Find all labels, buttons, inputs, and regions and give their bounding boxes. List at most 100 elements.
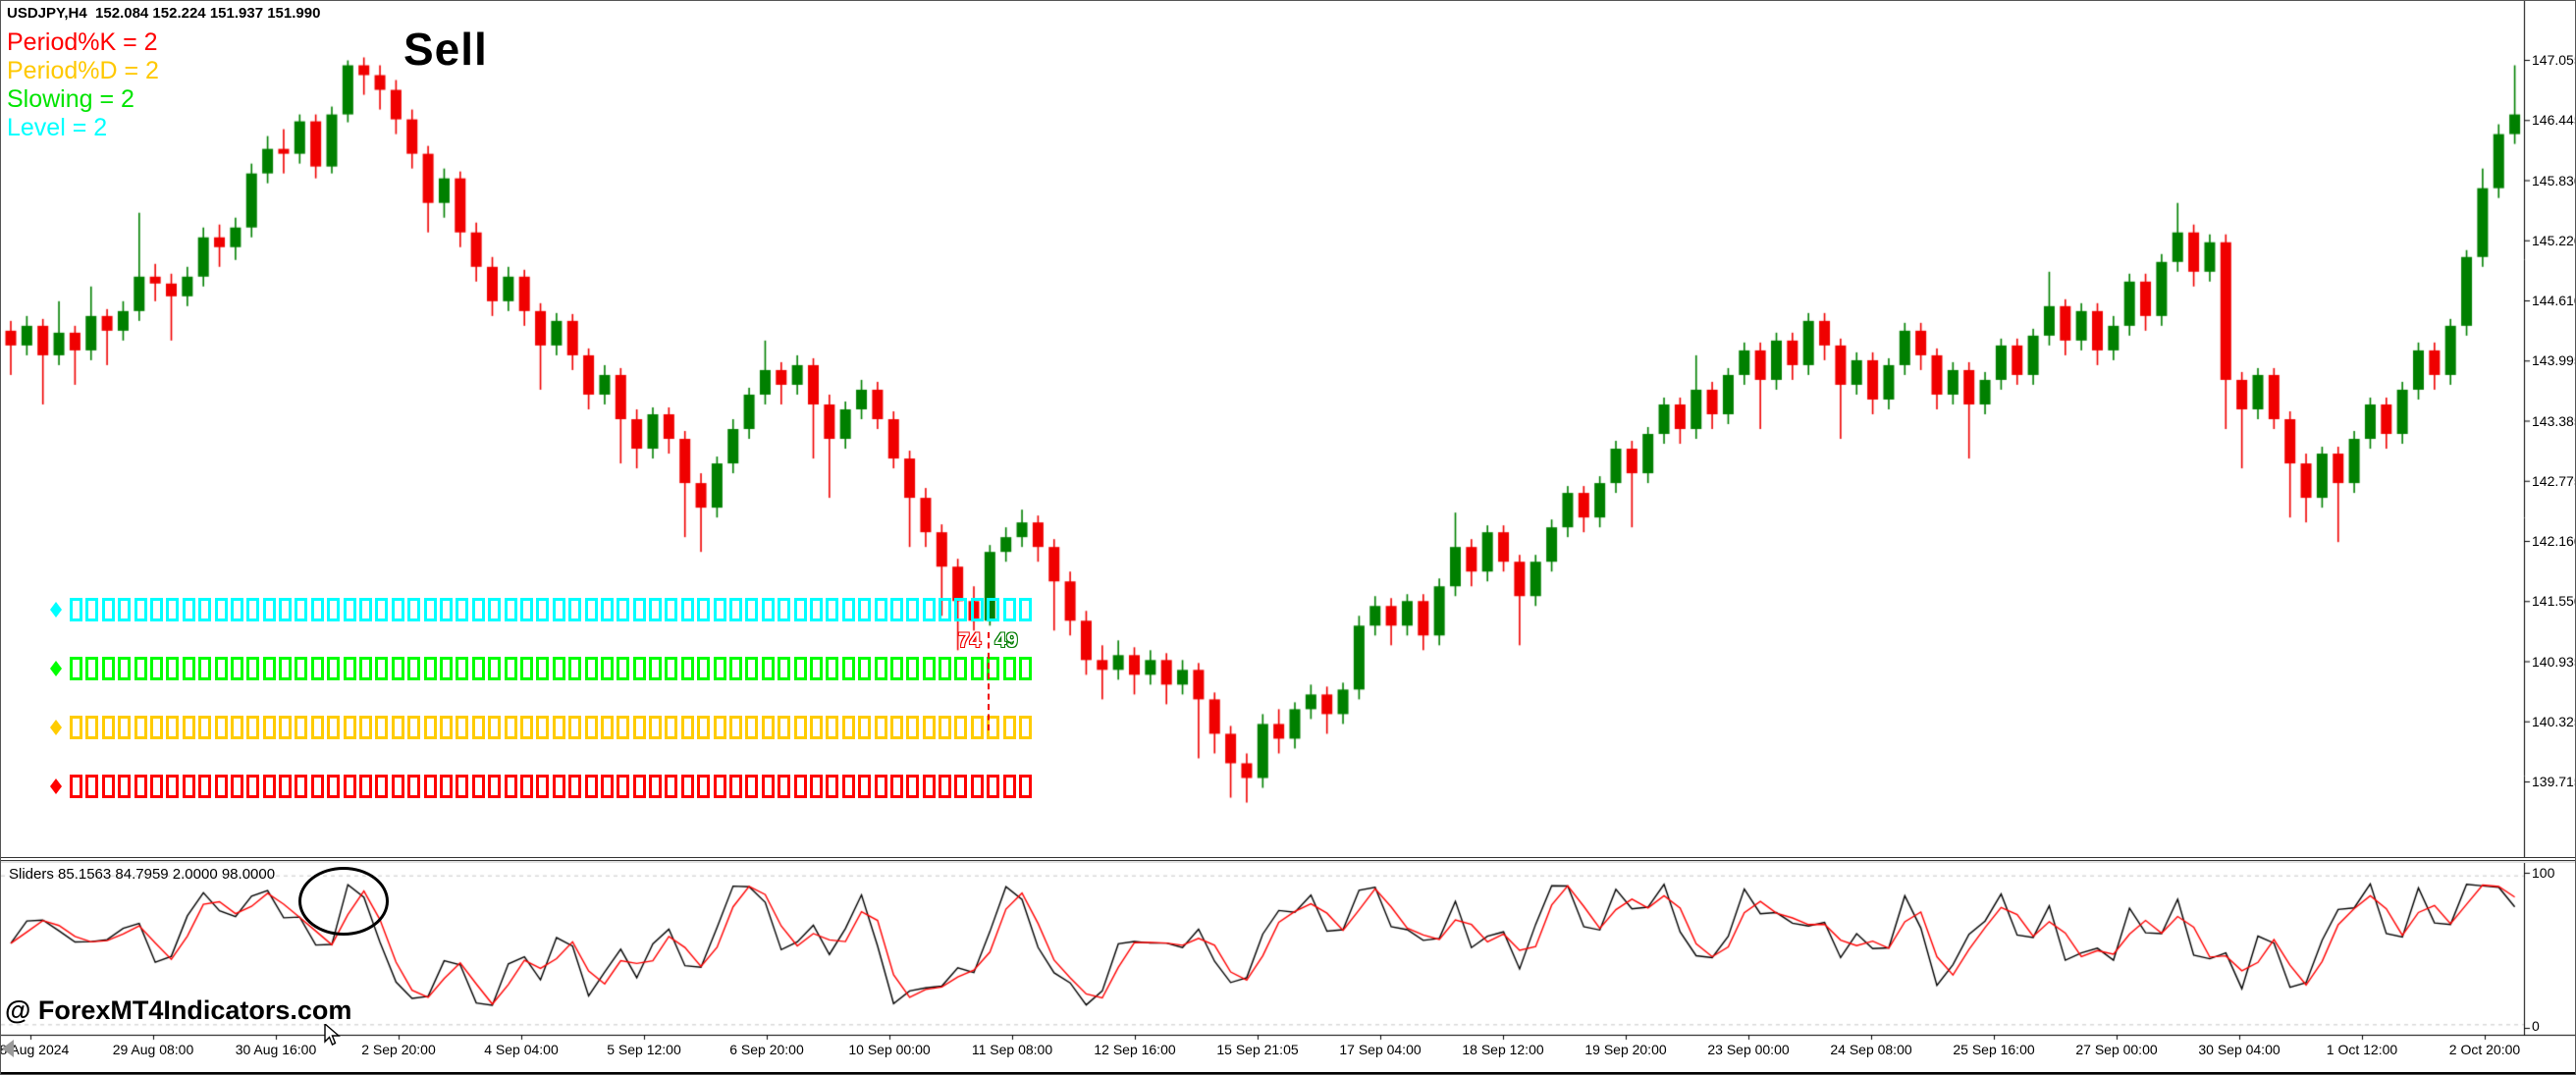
price-tick-label: 142.160 [2532,533,2575,549]
param-line-1: Period%D = 2 [7,57,159,84]
signal-box [680,716,694,739]
signal-box [680,775,694,798]
signal-box [149,657,163,680]
signal-box [198,775,212,798]
time-tick-label: 17 Sep 04:00 [1339,1042,1422,1057]
signal-box [841,657,855,680]
signal-box [922,775,936,798]
signal-box [504,716,517,739]
signal-box [456,716,469,739]
signal-box [954,657,968,680]
signal-box [327,775,341,798]
signal-box [729,716,743,739]
signal-box [391,657,404,680]
signal-box [85,716,99,739]
signal-box [246,598,260,621]
time-tick-label: 15 Sep 21:05 [1216,1042,1299,1057]
signal-box [310,657,324,680]
signal-box [809,657,823,680]
signal-box [375,657,389,680]
window-splitter[interactable] [1,857,2575,863]
signal-box [761,716,775,739]
axis-scroll-marker [2,1040,14,1057]
time-tick-label: 4 Sep 04:00 [484,1042,559,1057]
signal-box [826,716,839,739]
signal-box [600,598,614,621]
signal-box [118,598,132,621]
signal-box [584,775,598,798]
signal-box [1002,775,1016,798]
time-tick-label: 6 Sep 20:00 [729,1042,804,1057]
trade-price-marker: 74 49 [958,629,1018,653]
mouse-cursor-icon [324,1024,341,1046]
signal-box [649,598,663,621]
signal-box [826,598,839,621]
signal-box [375,716,389,739]
signal-box [149,598,163,621]
signal-box [488,775,502,798]
signal-box [279,598,293,621]
signal-box [536,716,550,739]
signal-box [391,775,404,798]
signal-box [359,716,373,739]
signal-box [166,657,180,680]
signal-box [713,598,726,621]
diamond-marker [50,602,62,618]
signal-box [182,598,195,621]
signal-box [874,657,887,680]
signal-box [665,657,678,680]
signal-box [456,657,469,680]
signal-box [439,716,453,739]
price-tick-label: 145.220 [2532,232,2575,248]
signal-box [697,775,711,798]
signal-box [70,598,82,621]
signal-box [1019,716,1033,739]
signal-box [295,657,308,680]
signal-box [359,598,373,621]
signal-box [262,716,276,739]
signal-box [729,775,743,798]
signal-box [858,657,872,680]
signal-box [343,775,356,798]
trade-price-marker-right: 49 [994,629,1018,652]
diamond-marker [50,779,62,794]
signal-box [889,716,903,739]
signal-row-green [70,657,1035,680]
signal-box [343,657,356,680]
signal-box [488,716,502,739]
signal-box [471,775,485,798]
signal-box [552,775,565,798]
signal-box [488,598,502,621]
signal-box [649,775,663,798]
signal-box [1019,657,1033,680]
time-tick-label: 12 Sep 16:00 [1094,1042,1176,1057]
signal-box [279,716,293,739]
signal-box [713,775,726,798]
signal-box [954,775,968,798]
signal-box [439,775,453,798]
price-tick-label: 146.445 [2532,112,2575,129]
signal-box [327,657,341,680]
signal-box [568,775,582,798]
signal-box [939,598,952,621]
signal-box [922,716,936,739]
signal-box [536,657,550,680]
signal-box [1002,716,1016,739]
signal-box [198,716,212,739]
signal-box [778,716,791,739]
signal-box [246,775,260,798]
signal-box [1002,657,1016,680]
signal-box [166,716,180,739]
signal-box [423,775,437,798]
signal-box [1019,775,1033,798]
signal-box [584,598,598,621]
signal-box [954,598,968,621]
signal-box [327,716,341,739]
signal-box [600,716,614,739]
param-line-3: Level = 2 [7,114,108,141]
trade-price-marker-left: 74 [958,629,982,652]
watermark-text: @ ForexMT4Indicators.com [5,995,352,1025]
sell-signal-dashed-line [988,632,990,730]
signal-box [134,598,147,621]
